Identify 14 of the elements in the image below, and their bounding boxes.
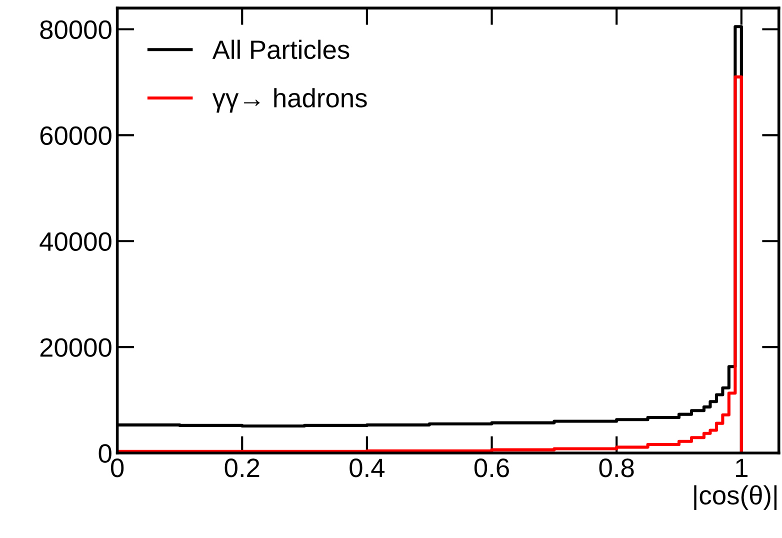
y-tick-label: 60000 bbox=[40, 126, 112, 146]
y-tick-label: 40000 bbox=[40, 232, 112, 251]
x-tick-label: 0.4 bbox=[350, 458, 385, 478]
legend-label: γγ→ hadrons bbox=[212, 88, 367, 113]
x-tick-label: 0.8 bbox=[599, 458, 634, 478]
y-tick-label: 20000 bbox=[40, 338, 112, 357]
x-tick-label: 1 bbox=[736, 458, 748, 477]
x-axis-title: |cos(θ)| bbox=[694, 485, 777, 510]
y-tick-label: 0 bbox=[98, 444, 112, 463]
x-tick-label: 0.6 bbox=[474, 458, 509, 478]
legend-label: All Particles bbox=[212, 40, 350, 60]
y-tick-label: 80000 bbox=[40, 20, 112, 40]
x-tick-label: 0 bbox=[110, 458, 124, 478]
x-tick-label: 0.2 bbox=[224, 458, 260, 478]
